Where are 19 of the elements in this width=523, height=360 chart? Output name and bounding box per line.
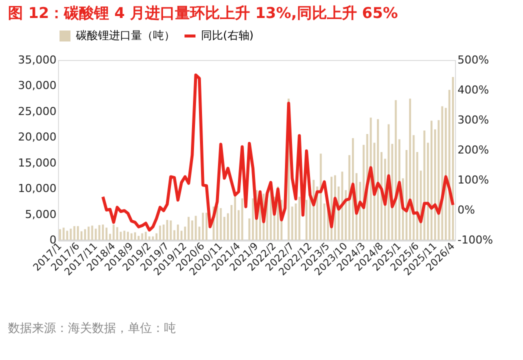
line-series bbox=[101, 74, 454, 232]
y-tick-label: 20,000 bbox=[18, 130, 56, 144]
y-tick-label: 35,000 bbox=[18, 54, 56, 66]
y2-tick-label: 200% bbox=[458, 144, 489, 156]
y2-tick-label: 500% bbox=[458, 54, 489, 66]
y-tick-label: 25,000 bbox=[18, 104, 56, 118]
y-tick-label: 30,000 bbox=[18, 79, 56, 92]
legend-label: 同比(右轴) bbox=[201, 29, 254, 42]
y-tick-label: 5,000 bbox=[25, 208, 56, 221]
source-note: 数据来源：海关数据，单位：吨 bbox=[8, 321, 176, 335]
y2-tick-label: 0% bbox=[458, 204, 475, 216]
y2-tick-label: 400% bbox=[458, 84, 489, 96]
legend-label: 碳酸锂进口量（吨） bbox=[75, 29, 175, 42]
y2-tick-label: -100% bbox=[458, 234, 493, 246]
y-tick-label: 15,000 bbox=[18, 156, 56, 170]
y-tick-label: 10,000 bbox=[18, 182, 56, 196]
y2-tick-label: 300% bbox=[458, 114, 489, 126]
chart-title: 图 12：碳酸锂 4 月进口量环比上升 13%,同比上升 65% bbox=[8, 4, 398, 22]
y2-tick-label: 100% bbox=[458, 174, 489, 186]
